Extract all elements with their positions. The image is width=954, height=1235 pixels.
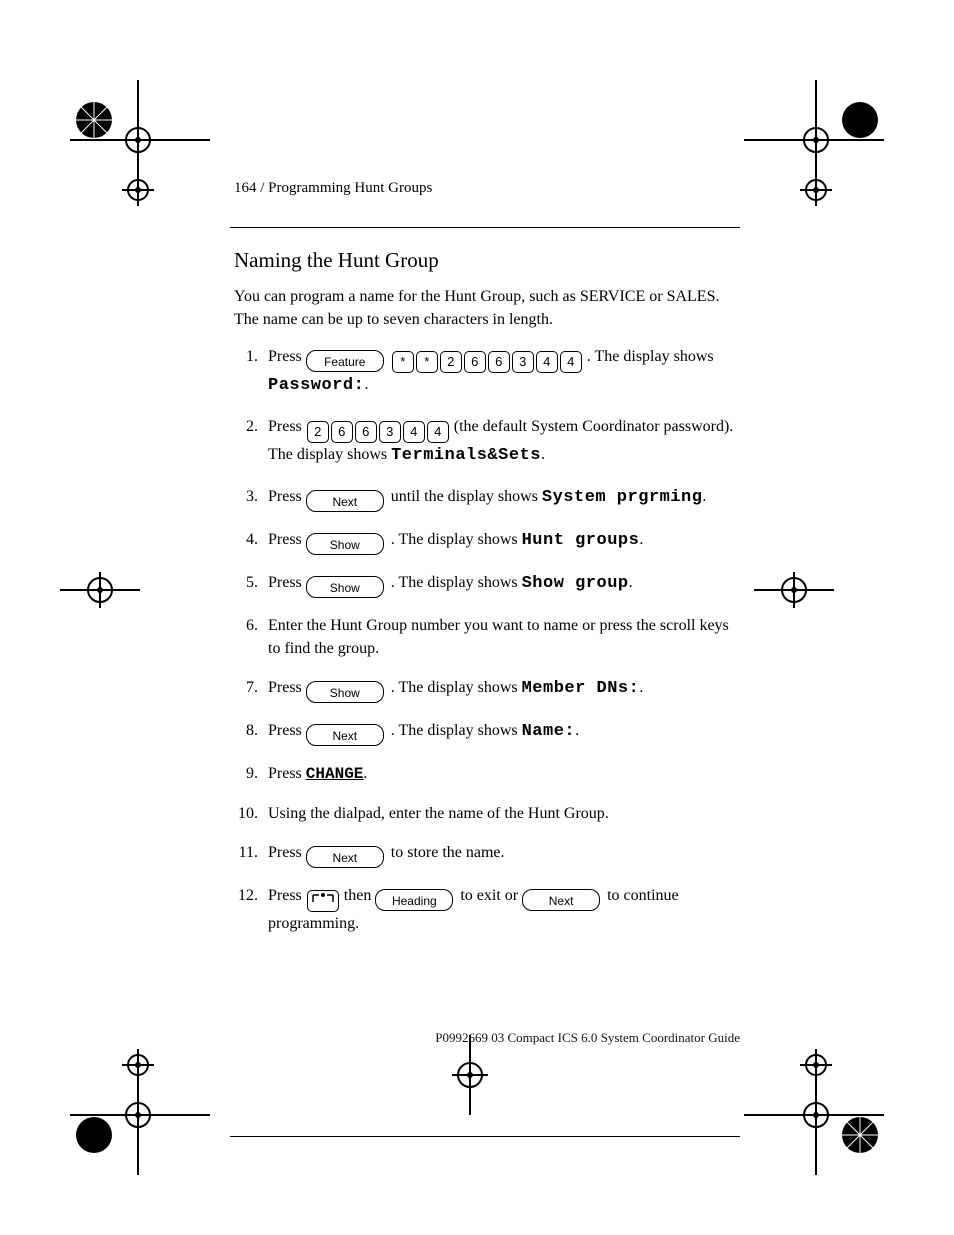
step-11: Press Next to store the name. [262, 841, 740, 868]
digit-key: 4 [560, 351, 582, 373]
star-key: * [392, 351, 414, 373]
text: . The display shows [587, 348, 714, 365]
next-key: Next [306, 490, 384, 512]
text: . The display shows [391, 722, 518, 739]
text: Press [268, 679, 302, 696]
digit-key: 6 [355, 421, 377, 443]
text: Press [268, 531, 302, 548]
text: Enter the Hunt Group number you want to … [268, 617, 729, 657]
text: Press [268, 765, 302, 782]
text: . [639, 531, 643, 548]
step-5: Press Show . The display shows Show grou… [262, 571, 740, 598]
text: . [629, 574, 633, 591]
text: . [575, 722, 579, 739]
digit-key: 4 [536, 351, 558, 373]
lcd-hunt-groups: Hunt groups [522, 531, 640, 550]
lcd-system-prgrming: System prgrming [542, 488, 703, 507]
step-3: Press Next until the display shows Syste… [262, 485, 740, 512]
show-key: Show [306, 533, 384, 555]
feature-key: Feature [306, 350, 384, 372]
digit-key: 6 [331, 421, 353, 443]
cropmark-mid-right [754, 560, 894, 700]
text: . [702, 488, 706, 505]
text: . [639, 679, 643, 696]
cropmark-bot-left [70, 1035, 210, 1175]
text: . The display shows [391, 531, 518, 548]
softkey-change: CHANGE [306, 765, 364, 783]
steps-list: Press Feature **266344 . The display sho… [234, 345, 740, 935]
page-content: 164 / Programming Hunt Groups Naming the… [230, 180, 740, 1137]
step-7: Press Show . The display shows Member DN… [262, 676, 740, 703]
text: . The display shows [391, 679, 518, 696]
text: Press [268, 887, 302, 904]
next-key: Next [522, 889, 600, 911]
text: . [541, 446, 545, 463]
digit-key: 3 [512, 351, 534, 373]
step-12: Press then Heading to exit or Next to co… [262, 884, 740, 935]
step-2: Press 266344 (the default System Coordin… [262, 415, 740, 469]
next-key: Next [306, 724, 384, 746]
cropmark-top-left [70, 80, 210, 220]
show-key: Show [306, 576, 384, 598]
lcd-terminals: Terminals&Sets [391, 446, 541, 465]
step-6: Enter the Hunt Group number you want to … [262, 614, 740, 660]
text: . The display shows [391, 574, 518, 591]
text: . [364, 376, 368, 393]
digit-key: 3 [379, 421, 401, 443]
lcd-password: Password: [268, 376, 364, 395]
breadcrumb: Programming Hunt Groups [268, 180, 432, 196]
page-number: 164 / [234, 180, 264, 196]
text: to store the name. [391, 844, 505, 861]
digit-key: 2 [440, 351, 462, 373]
digit-key: 6 [464, 351, 486, 373]
text: Press [268, 418, 302, 435]
footer-text: P0992669 03 Compact ICS 6.0 System Coord… [230, 1030, 740, 1046]
next-key: Next [306, 846, 384, 868]
text: Press [268, 574, 302, 591]
digit-key: 2 [307, 421, 329, 443]
text: Press [268, 844, 302, 861]
digit-key: 6 [488, 351, 510, 373]
step-4: Press Show . The display shows Hunt grou… [262, 528, 740, 555]
section-heading: Naming the Hunt Group [234, 248, 740, 273]
document-page: 164 / Programming Hunt Groups Naming the… [0, 0, 954, 1235]
step-10: Using the dialpad, enter the name of the… [262, 802, 740, 825]
text: Press [268, 722, 302, 739]
digit-key: 4 [403, 421, 425, 443]
cropmark-bot-right [744, 1035, 884, 1175]
step-8: Press Next . The display shows Name:. [262, 719, 740, 746]
star-key: * [416, 351, 438, 373]
intro-paragraph: You can program a name for the Hunt Grou… [234, 285, 740, 331]
rule-top [230, 227, 740, 228]
show-key: Show [306, 681, 384, 703]
text: to exit or [460, 887, 518, 904]
text: Press [268, 488, 302, 505]
lcd-show-group: Show group [522, 574, 629, 593]
lcd-member-dns: Member DNs: [522, 679, 640, 698]
text: Press [268, 348, 302, 365]
text: . [363, 765, 367, 782]
step-1: Press Feature **266344 . The display sho… [262, 345, 740, 399]
lcd-name: Name: [522, 722, 576, 741]
text: until the display shows [391, 488, 538, 505]
release-key [307, 890, 339, 912]
rule-bottom [230, 1136, 740, 1137]
cropmark-top-right [744, 80, 884, 220]
text: then [344, 887, 372, 904]
text: Using the dialpad, enter the name of the… [268, 805, 609, 822]
heading-key: Heading [375, 889, 453, 911]
step-9: Press CHANGE. [262, 762, 740, 786]
cropmark-mid-left [60, 560, 200, 700]
digit-key: 4 [427, 421, 449, 443]
